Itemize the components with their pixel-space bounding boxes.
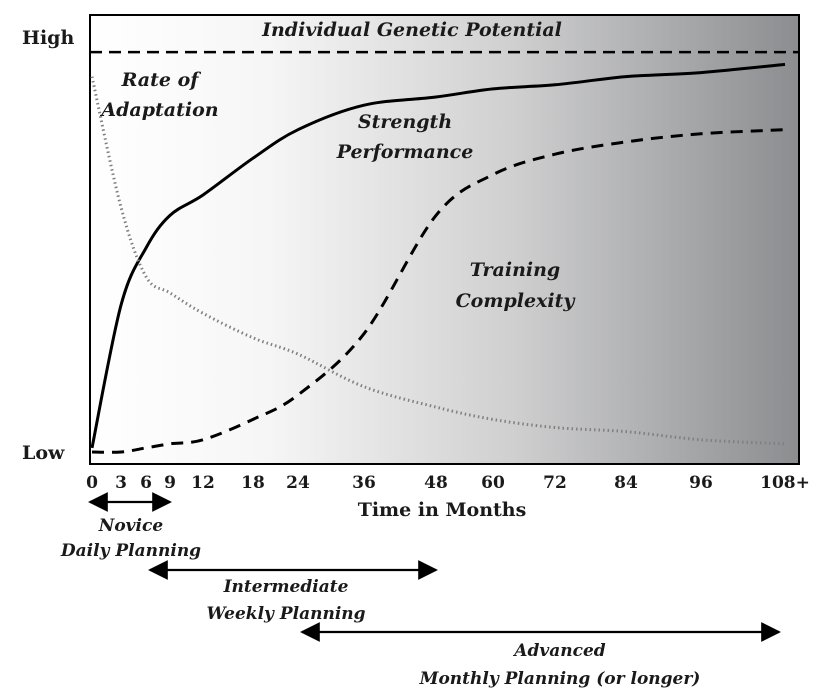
series-line-rate-of-adaptation	[90, 76, 786, 446]
x-tick-label: 48	[424, 473, 448, 493]
x-tick-label: 18	[241, 473, 265, 493]
y-axis: High Low	[22, 27, 74, 464]
x-tick-label: 84	[614, 473, 638, 493]
series-label-strength-line1: Strength	[358, 111, 452, 133]
x-tick-label: 36	[352, 473, 376, 493]
x-tick-label: 96	[689, 473, 713, 493]
series-layer	[90, 62, 786, 454]
x-tick-label: 60	[481, 473, 505, 493]
phase-name: Intermediate	[223, 577, 349, 597]
phase-arrows: Novice Daily Planning Intermediate Weekly P…	[60, 492, 781, 689]
genetic-potential-label: Individual Genetic Potential	[261, 19, 562, 41]
phase-planning: Daily Planning	[60, 541, 201, 561]
series-line-training-complexity	[91, 128, 786, 454]
x-tick-label: 0	[86, 473, 98, 493]
x-tick-label: 24	[286, 473, 310, 493]
series-label-complexity-line1: Training	[470, 259, 560, 281]
y-tick-low: Low	[22, 442, 65, 464]
series-line-strength-performance	[90, 62, 786, 449]
series-label-rate-line2: Adaptation	[99, 99, 218, 121]
phase-name: Novice	[98, 516, 164, 536]
plot-background	[89, 14, 800, 465]
x-tick-label: 72	[543, 473, 567, 493]
x-tick-label: 9	[164, 473, 176, 493]
y-tick-high: High	[22, 27, 74, 49]
x-tick-label: 3	[115, 473, 127, 493]
series-labels: Rate of Adaptation Strength Performance …	[99, 69, 576, 312]
series-label-complexity-line2: Complexity	[456, 290, 577, 312]
series-label-rate-line1: Rate of	[121, 69, 202, 91]
reference-line-group: Individual Genetic Potential	[90, 19, 799, 54]
x-axis-ticks: 0 3 6 9 12 18 24 36 48 60 72 84 96 108+	[86, 473, 810, 493]
x-tick-label: 6	[140, 473, 152, 493]
phase-planning: Monthly Planning (or longer)	[419, 669, 701, 689]
phase-name: Advanced	[512, 641, 605, 661]
series-label-strength-line2: Performance	[336, 141, 474, 163]
x-tick-label: 108+	[760, 473, 810, 493]
x-axis-label: Time in Months	[358, 499, 527, 521]
x-tick-label: 12	[191, 473, 215, 493]
phase-planning: Weekly Planning	[206, 604, 365, 624]
